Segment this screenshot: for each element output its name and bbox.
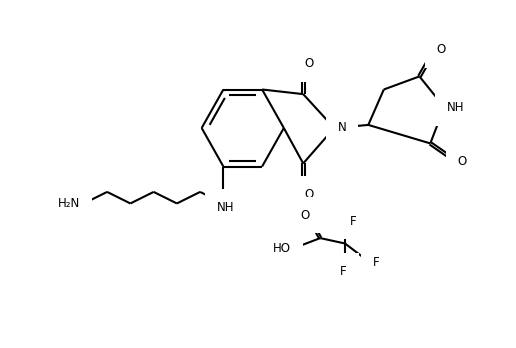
Text: H₂N: H₂N <box>58 197 80 210</box>
Text: NH: NH <box>217 201 234 214</box>
Text: F: F <box>373 256 379 269</box>
Text: O: O <box>458 155 466 168</box>
Text: N: N <box>337 121 346 134</box>
Text: F: F <box>349 215 356 228</box>
Text: HO: HO <box>273 242 291 255</box>
Text: F: F <box>340 265 347 278</box>
Text: O: O <box>305 188 314 201</box>
Text: O: O <box>300 208 310 222</box>
Text: O: O <box>437 43 446 56</box>
Text: O: O <box>305 57 314 70</box>
Text: NH: NH <box>447 101 464 114</box>
